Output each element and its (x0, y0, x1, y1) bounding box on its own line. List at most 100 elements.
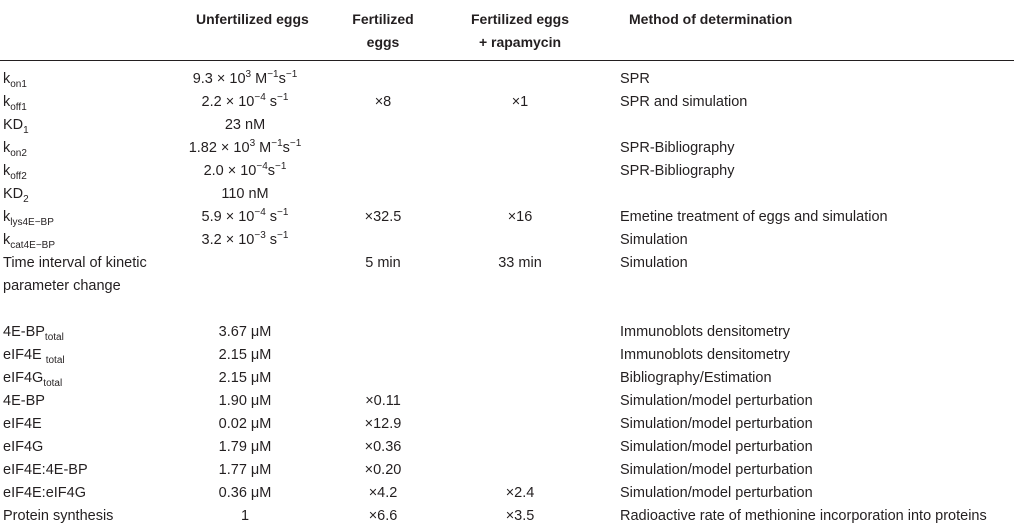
unfertilized-cell: 23 nM (160, 114, 330, 137)
unfertilized-cell: 1.90 μM (218, 393, 272, 409)
table-row: eIF4E:eIF4G 0.36 μM ×4.2 ×2.4 Simulation/mod… (0, 482, 1014, 505)
table-row: Time interval of kinetic parameter chang… (0, 252, 1014, 321)
parameter-name: k (3, 232, 11, 248)
fertilized-cell: ×0.11 (365, 393, 401, 409)
unfertilized-cell: 1.77 μM (218, 462, 272, 478)
table-row: koff2 2.0 × 10−4s−1 SPR-Bibliography (0, 160, 1014, 183)
rapamycin-cell: ×1 (511, 94, 529, 110)
method-cell: Immunoblots densitometry (620, 324, 791, 340)
parameter-subscript: lys4E−BP (10, 216, 54, 228)
parameter-subscript: cat4E−BP (10, 239, 56, 251)
table-row: koff1 2.2 × 10−4 s−1 ×8 ×1 SPR and simulatio… (0, 91, 1014, 114)
header-fertilized: Fertilized eggs (338, 8, 428, 54)
parameter-cell: KD1 (3, 114, 29, 137)
method-cell: Simulation (620, 232, 688, 248)
value-unit-exponent: −1 (275, 161, 287, 173)
parameter-name: k (3, 209, 11, 225)
unfertilized-cell: 0.36 μM (218, 485, 272, 501)
parameter-cell: eIF4E:eIF4G (3, 482, 86, 505)
unfertilized-cell: 2.2 × 10−4 s−1 (160, 91, 330, 114)
header-rule (0, 60, 1014, 61)
parameter-cell: eIF4E (3, 413, 42, 436)
table-row: 4E-BPtotal 3.67 μM Immunoblots densitometr… (0, 321, 1014, 344)
value-base: 3.2 × 10 (201, 232, 255, 248)
table-row: eIF4E 0.02 μM ×12.9 Simulation/model pertur… (0, 413, 1014, 436)
fertilized-cell: ×8 (374, 94, 392, 110)
parameter-cell: kon2 (3, 137, 27, 160)
unfertilized-cell: 3.67 μM (218, 324, 272, 340)
parameter-name: eIF4G (3, 439, 44, 455)
table-row: kon2 1.82 × 103 M−1s−1 SPR-Bibliography (0, 137, 1014, 160)
value-unit-exponent: −1 (271, 138, 283, 150)
value-unit: M (251, 71, 268, 87)
parameter-subscript: total (45, 354, 65, 366)
value-exponent: 3 (249, 138, 256, 150)
method-cell: Bibliography/Estimation (620, 370, 772, 386)
fertilized-cell: 5 min (365, 255, 401, 271)
method-cell: Simulation/model perturbation (620, 416, 813, 432)
parameter-subscript: on2 (10, 147, 27, 159)
value-unit: M (255, 140, 272, 156)
parameter-subscript: total (43, 377, 63, 389)
value-base: 2.2 × 10 (201, 94, 255, 110)
parameter-cell: eIF4E:4E-BP (3, 459, 88, 482)
value-unit: s (267, 163, 276, 179)
fertilized-cell: ×0.36 (364, 439, 402, 455)
method-cell: Simulation/model perturbation (620, 462, 813, 478)
header-rapamycin-line2: + rapamycin (478, 34, 562, 50)
value-base: 5.9 × 10 (201, 209, 255, 225)
value-unit: s (282, 140, 290, 156)
parameter-cell: 4E-BPtotal (3, 321, 64, 344)
table-row: KD2 110 nM (0, 183, 1014, 206)
parameter-cell: kon1 (3, 68, 27, 91)
value-unit: s (265, 232, 278, 248)
parameter-cell: eIF4G (3, 436, 43, 459)
unfertilized-cell: 1.79 μM (218, 439, 272, 455)
parameter-cell: eIF4E total (3, 344, 65, 367)
value-unit-exponent: −1 (277, 230, 289, 242)
parameter-cell: koff2 (3, 160, 27, 183)
parameter-cell: Time interval of kinetic parameter chang… (3, 255, 147, 294)
value-unit-exponent: −1 (277, 92, 289, 104)
parameter-subscript: 1 (23, 124, 29, 136)
parameter-name: eIF4E:4E-BP (3, 462, 88, 478)
rapamycin-cell: ×3.5 (505, 508, 535, 524)
value-unit-exponent: −1 (277, 207, 289, 219)
method-cell: Simulation/model perturbation (620, 393, 813, 409)
parameter-cell: Protein synthesis (3, 505, 113, 528)
header-fertilized-line2: eggs (366, 34, 400, 50)
value-unit-exponent: −1 (267, 69, 279, 81)
method-cell: Immunoblots densitometry (620, 347, 791, 363)
value-exponent: −4 (254, 92, 266, 104)
rapamycin-cell: ×16 (507, 209, 533, 225)
value-base: 110 nM (221, 186, 269, 202)
table-row: kon1 9.3 × 103 M−1s−1 SPR (0, 68, 1014, 91)
parameter-subscript: off1 (10, 101, 27, 113)
fertilized-cell: ×0.20 (364, 462, 402, 478)
method-cell: Radioactive rate of methionine incorpora… (620, 508, 987, 524)
value-exponent: −4 (254, 207, 266, 219)
rapamycin-cell: ×2.4 (505, 485, 535, 501)
method-cell: Simulation (620, 255, 688, 271)
parameter-subscript: 2 (23, 193, 29, 205)
parameter-name: k (3, 163, 11, 179)
value-unit-exponent: −1 (289, 138, 302, 150)
header-unfertilized: Unfertilized eggs (196, 11, 309, 27)
parameter-cell: eIF4Gtotal (3, 367, 62, 390)
parameter-name: eIF4G (3, 370, 44, 386)
value-exponent: −3 (254, 230, 266, 242)
method-cell: Simulation/model perturbation (620, 485, 813, 501)
method-cell: SPR (620, 71, 650, 87)
value-unit: s (278, 71, 286, 87)
header-rapamycin: Fertilized eggs + rapamycin (445, 8, 595, 54)
unfertilized-cell: 110 nM (160, 183, 330, 206)
value-base: 23 nM (224, 117, 266, 133)
table-row: Protein synthesis 1 ×6.6 ×3.5 Radioactive ra… (0, 505, 1014, 528)
parameter-name: k (3, 140, 11, 156)
header-method: Method of determination (629, 11, 793, 27)
parameter-name: eIF4E (3, 347, 46, 363)
value-unit: s (265, 94, 278, 110)
parameter-name: k (3, 94, 11, 110)
value-base: 9.3 × 10 (192, 71, 246, 87)
